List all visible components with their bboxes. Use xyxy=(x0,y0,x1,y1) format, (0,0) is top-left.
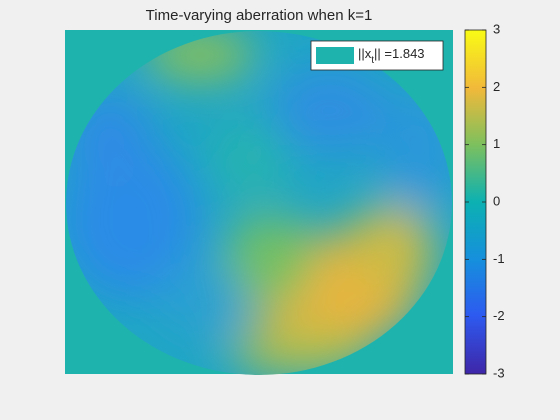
legend-swatch xyxy=(316,47,354,64)
legend-label-sub: t xyxy=(371,55,374,66)
colorbar-tick-label: 3 xyxy=(493,21,500,36)
colorbar-tick-label: 2 xyxy=(493,79,500,94)
colorbar-tick-label: 0 xyxy=(493,193,500,208)
colorbar-tick-label: -3 xyxy=(493,365,505,380)
legend-label: ||xt|| =1.843 xyxy=(358,46,425,65)
legend: ||xt|| =1.843 xyxy=(310,40,444,71)
legend-label-main: ||x xyxy=(358,46,372,61)
colorbar-tick-label: -1 xyxy=(493,251,505,266)
colorbar-tick-label: 1 xyxy=(493,136,500,151)
legend-label-rest: || =1.843 xyxy=(374,46,425,61)
aberration-map xyxy=(66,31,452,375)
colorbar-tick-label: -2 xyxy=(493,308,505,323)
aberration-blobs xyxy=(66,31,452,375)
chart-title: Time-varying aberration when k=1 xyxy=(146,7,373,24)
